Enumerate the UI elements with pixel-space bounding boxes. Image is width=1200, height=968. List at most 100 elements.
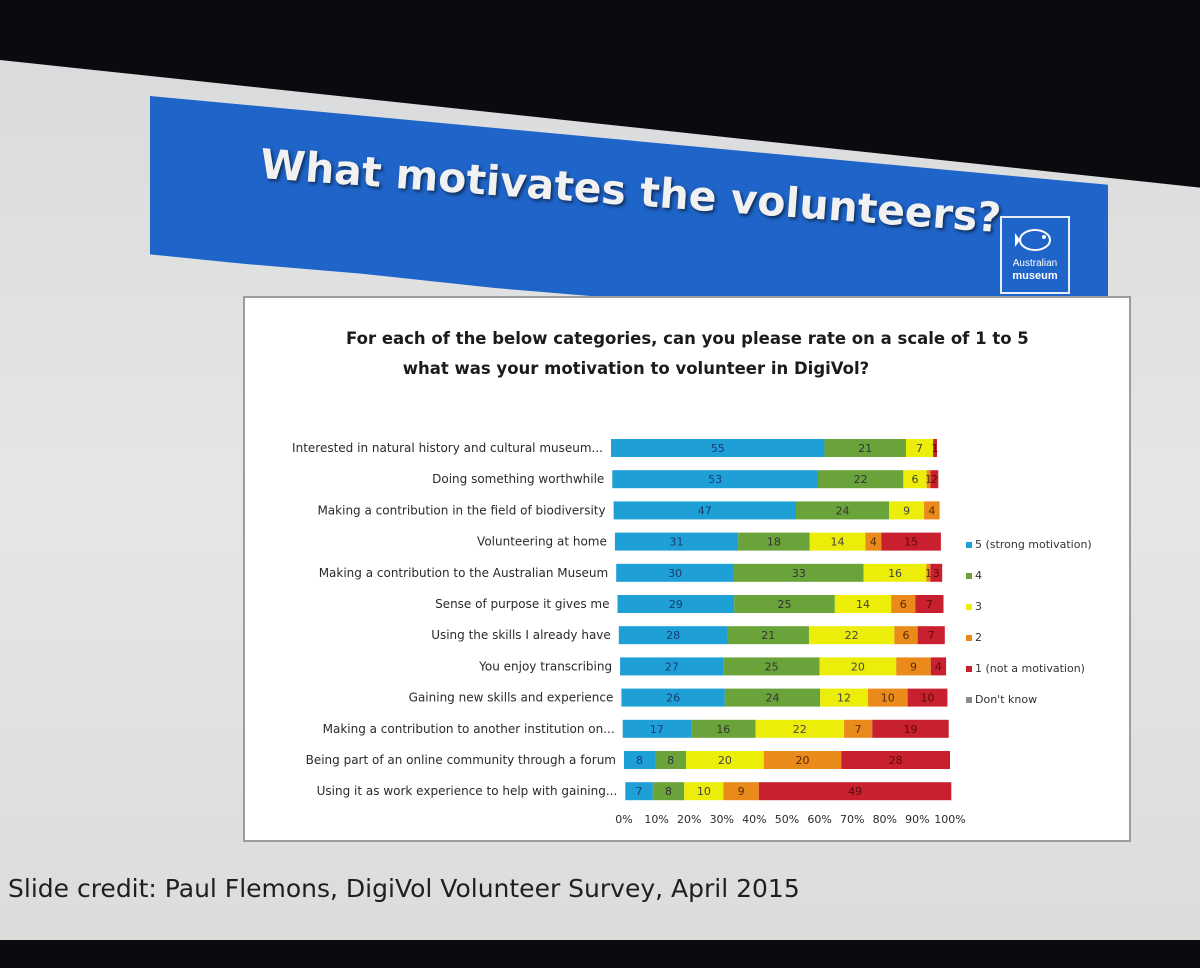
data-label: 25 bbox=[778, 598, 792, 611]
data-label: 12 bbox=[837, 692, 851, 705]
bar-segment bbox=[863, 563, 927, 582]
data-label: 30 bbox=[668, 567, 682, 580]
data-label: 4 bbox=[935, 660, 942, 673]
bar-segment bbox=[834, 595, 892, 613]
x-tick-label: 30% bbox=[710, 813, 734, 826]
category-label: Gaining new skills and experience bbox=[409, 691, 614, 705]
bar-segment bbox=[926, 470, 931, 489]
bar-segment bbox=[686, 751, 764, 769]
x-tick-label: 80% bbox=[873, 813, 897, 826]
data-label: 24 bbox=[765, 692, 779, 705]
bar-segment bbox=[903, 470, 927, 489]
bar-segment bbox=[758, 782, 952, 801]
bar-segment bbox=[819, 657, 897, 676]
bar-segment bbox=[622, 719, 692, 738]
data-label: 28 bbox=[889, 754, 903, 767]
x-tick-label: 100% bbox=[934, 813, 965, 826]
bar-segment bbox=[796, 501, 890, 520]
legend-label-5: 5 (strong motivation) bbox=[975, 538, 1092, 551]
data-label: 19 bbox=[903, 723, 917, 736]
x-tick-label: 70% bbox=[840, 813, 864, 826]
bar-segment bbox=[915, 595, 944, 613]
bar-segment bbox=[655, 751, 687, 769]
bar-segment bbox=[612, 470, 818, 489]
legend-swatch-4 bbox=[966, 573, 972, 579]
category-label: Interested in natural history and cultur… bbox=[292, 441, 603, 455]
bar-segment bbox=[611, 439, 825, 457]
category-label: Volunteering at home bbox=[477, 535, 607, 549]
data-label: 28 bbox=[666, 629, 680, 642]
data-label: 17 bbox=[650, 723, 664, 736]
bar-segment bbox=[614, 532, 739, 551]
data-label: 18 bbox=[767, 536, 781, 549]
bar-segment bbox=[933, 439, 937, 457]
data-label: 9 bbox=[910, 660, 917, 673]
category-label: Sense of purpose it gives me bbox=[435, 597, 609, 611]
bar-segment bbox=[905, 439, 934, 457]
data-label: 27 bbox=[665, 660, 679, 673]
data-label: 7 bbox=[636, 785, 643, 798]
bar-segment bbox=[917, 626, 945, 645]
data-label: 22 bbox=[854, 473, 868, 486]
bar-segment bbox=[723, 782, 759, 801]
data-label: 9 bbox=[903, 504, 910, 517]
category-label: Using the skills I already have bbox=[431, 628, 611, 642]
data-label: 7 bbox=[916, 442, 923, 455]
data-label: 25 bbox=[765, 660, 779, 673]
bar-segment bbox=[809, 532, 866, 551]
data-label: 8 bbox=[665, 785, 672, 798]
bar-segment bbox=[734, 595, 835, 613]
data-label: 31 bbox=[670, 536, 684, 549]
data-label: 21 bbox=[858, 442, 872, 455]
bar-segment bbox=[889, 501, 925, 520]
data-label: 4 bbox=[928, 504, 935, 517]
bar-segment bbox=[621, 688, 725, 707]
bar-segment bbox=[624, 751, 656, 769]
data-label: 22 bbox=[793, 723, 807, 736]
bar-segment bbox=[817, 470, 904, 489]
chart-title-line-2: what was your motivation to volunteer in… bbox=[402, 359, 870, 378]
data-label: 9 bbox=[738, 785, 745, 798]
category-label: Using it as work experience to help with… bbox=[317, 784, 618, 798]
data-label: 10 bbox=[697, 785, 711, 798]
legend-swatch-3 bbox=[966, 604, 972, 610]
category-label: Doing something worthwhile bbox=[432, 472, 604, 486]
bar-segment bbox=[896, 657, 931, 676]
bar-segment bbox=[625, 782, 653, 801]
legend-item-3: 3 bbox=[966, 600, 982, 613]
bar-segment bbox=[617, 595, 735, 613]
legend-label-dont-know: Don't know bbox=[975, 693, 1038, 706]
data-label: 55 bbox=[711, 442, 725, 455]
data-label: 10 bbox=[921, 692, 935, 705]
bar-segment bbox=[867, 688, 908, 707]
x-tick-label: 60% bbox=[807, 813, 831, 826]
data-label: 15 bbox=[904, 536, 918, 549]
legend-label-2: 2 bbox=[975, 631, 982, 644]
bar-segment bbox=[755, 719, 845, 738]
legend-swatch-2 bbox=[966, 635, 972, 641]
bar-segment bbox=[727, 626, 809, 645]
bar-segment bbox=[930, 470, 939, 489]
bar-segment bbox=[891, 595, 916, 613]
data-label: 3 bbox=[933, 567, 940, 580]
data-label: 1 bbox=[932, 442, 939, 455]
data-label: 53 bbox=[708, 473, 722, 486]
data-label: 6 bbox=[912, 473, 919, 486]
data-label: 16 bbox=[888, 567, 902, 580]
bar-segment bbox=[763, 751, 842, 769]
bar-segment bbox=[618, 626, 728, 645]
bar-segment bbox=[924, 501, 940, 520]
bar-segment bbox=[613, 501, 797, 520]
bar-segment bbox=[824, 439, 906, 457]
data-label: 1 bbox=[925, 567, 932, 580]
bar-segment bbox=[926, 563, 931, 582]
bar-segment bbox=[808, 626, 895, 645]
bar-segment bbox=[930, 563, 943, 582]
data-label: 10 bbox=[881, 692, 895, 705]
legend-item-5: 5 (strong motivation) bbox=[966, 538, 1092, 551]
category-label: Making a contribution to the Australian … bbox=[319, 566, 609, 580]
data-label: 20 bbox=[718, 754, 732, 767]
x-tick-label: 50% bbox=[775, 813, 799, 826]
bar-segment bbox=[738, 532, 810, 551]
